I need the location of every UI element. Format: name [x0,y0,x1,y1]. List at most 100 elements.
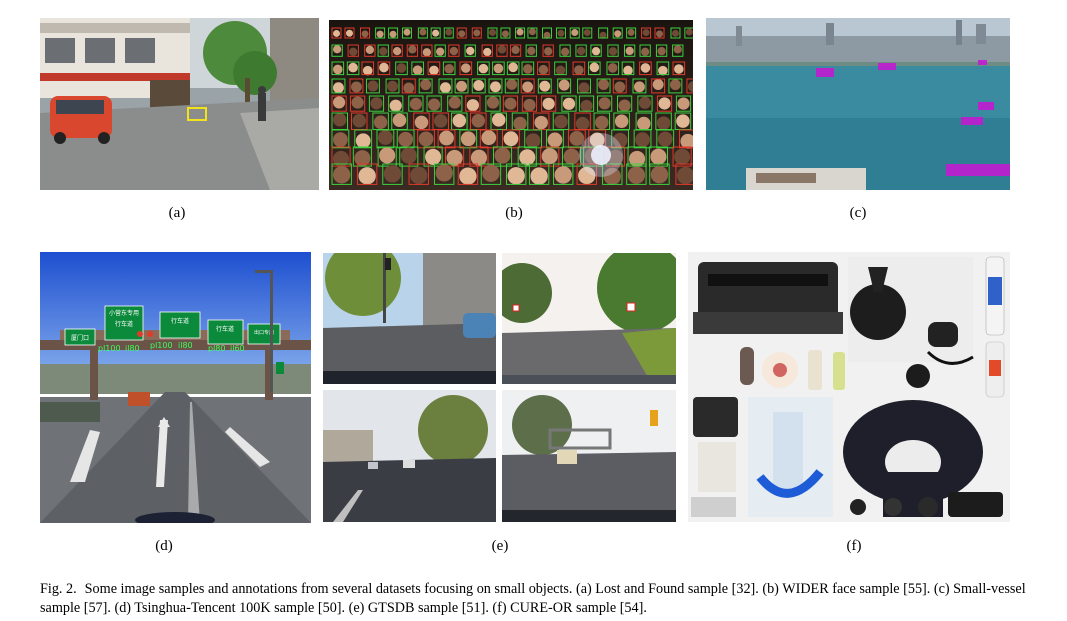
face-annotation-box [537,78,552,94]
crowd-face [373,115,388,130]
crowd-face [603,167,621,186]
face-annotation-box [479,129,498,149]
crowd-face [589,62,600,73]
face-annotation-box [574,112,591,130]
face-annotation-box [490,112,508,130]
face-annotation-box [675,163,693,185]
crowd-face [409,97,422,111]
face-annotation-box [611,129,630,149]
crowd-face [658,65,668,76]
crowd-face [492,113,506,127]
face-annotation-box [578,95,595,112]
face-annotation-box [442,61,456,76]
crowd-face [652,79,664,90]
face-annotation-box [331,78,346,94]
face-annotation-box [635,112,653,130]
face-annotation-box [655,44,668,57]
crowd-face [598,97,611,110]
crowd-face [578,82,590,94]
sign-right-text: 行车道 [216,325,234,333]
face-annotation-box [596,78,611,94]
face-annotation-box [626,27,637,39]
crowd-face [527,46,536,56]
crowd-face [511,45,520,55]
face-annotation-box [344,27,355,39]
face-annotation-box [496,44,508,57]
crowd-face [333,64,343,75]
face-annotation-box [598,27,609,39]
face-annotation-box [382,163,403,185]
face-annotation-box [607,44,619,57]
crowd-face [439,130,454,146]
face-annotation-box [509,44,522,57]
crowd-face [656,116,671,130]
crowd-face [458,30,466,38]
panel-e-gtsdb-bottom-left [323,390,496,522]
crowd-face [640,63,651,73]
crowd-face [460,131,476,147]
crowd-face [623,65,633,76]
crowd-face [412,65,423,75]
crowd-face [534,115,548,130]
crowd-face [656,30,664,38]
face-annotation-box [469,146,489,167]
face-annotation-box [408,163,429,185]
face-annotation-box [569,27,580,39]
face-annotation-box [331,27,342,39]
face-annotation-box [632,78,647,94]
crowd-face [425,148,442,165]
face-annotation-box [426,95,442,112]
face-annotation-box [541,95,557,112]
crowd-face [607,63,618,73]
crowd-face [456,80,468,92]
face-annotation-box [352,146,372,167]
face-annotation-box [651,78,666,94]
face-annotation-box [613,112,630,130]
crowd-face [436,47,445,56]
crowd-face [486,96,500,109]
crowd-face [387,80,398,92]
crowd-face [571,29,579,37]
crowd-face [558,79,570,91]
crowd-face [589,132,605,148]
face-annotation-box [385,78,400,94]
crowd-face [351,81,362,93]
face-annotation-box [445,146,465,167]
face-annotation-box [527,27,538,39]
face-annotation-box [552,112,570,130]
crowd-face [333,96,346,109]
crowd-face [657,47,666,56]
crowd-face [539,80,551,92]
crowd-face [333,82,344,94]
face-annotation-box [349,78,364,94]
face-annotation-box [346,61,360,76]
face-annotation-box [365,78,380,94]
crowd-face [379,62,389,73]
crowd-face [516,28,524,36]
crowd-face [419,28,427,36]
face-annotation-box [672,61,686,76]
face-annotation-box [331,44,343,57]
face-annotation-box [368,95,385,112]
crowd-face [379,47,388,56]
anno-il80-a: il80 [125,344,140,353]
face-annotation-box [552,163,574,185]
face-annotation-box [561,95,577,112]
crowd-face [618,99,631,112]
face-annotation-box [572,61,586,76]
crowd-face [420,79,432,91]
face-annotation-box [361,61,375,76]
crowd-face [414,115,429,130]
crowd-face [607,149,624,166]
crowd-face [367,80,379,92]
crowd-face [598,79,610,90]
face-annotation-box [639,44,651,57]
face-annotation-box [668,78,683,94]
crowd-face [377,130,393,145]
face-annotation-box [504,78,519,94]
crowd-face [543,31,551,39]
face-annotation-box [554,61,567,76]
crowd-face [429,65,439,76]
crowd-face [674,64,684,74]
face-annotation-box [506,61,520,76]
